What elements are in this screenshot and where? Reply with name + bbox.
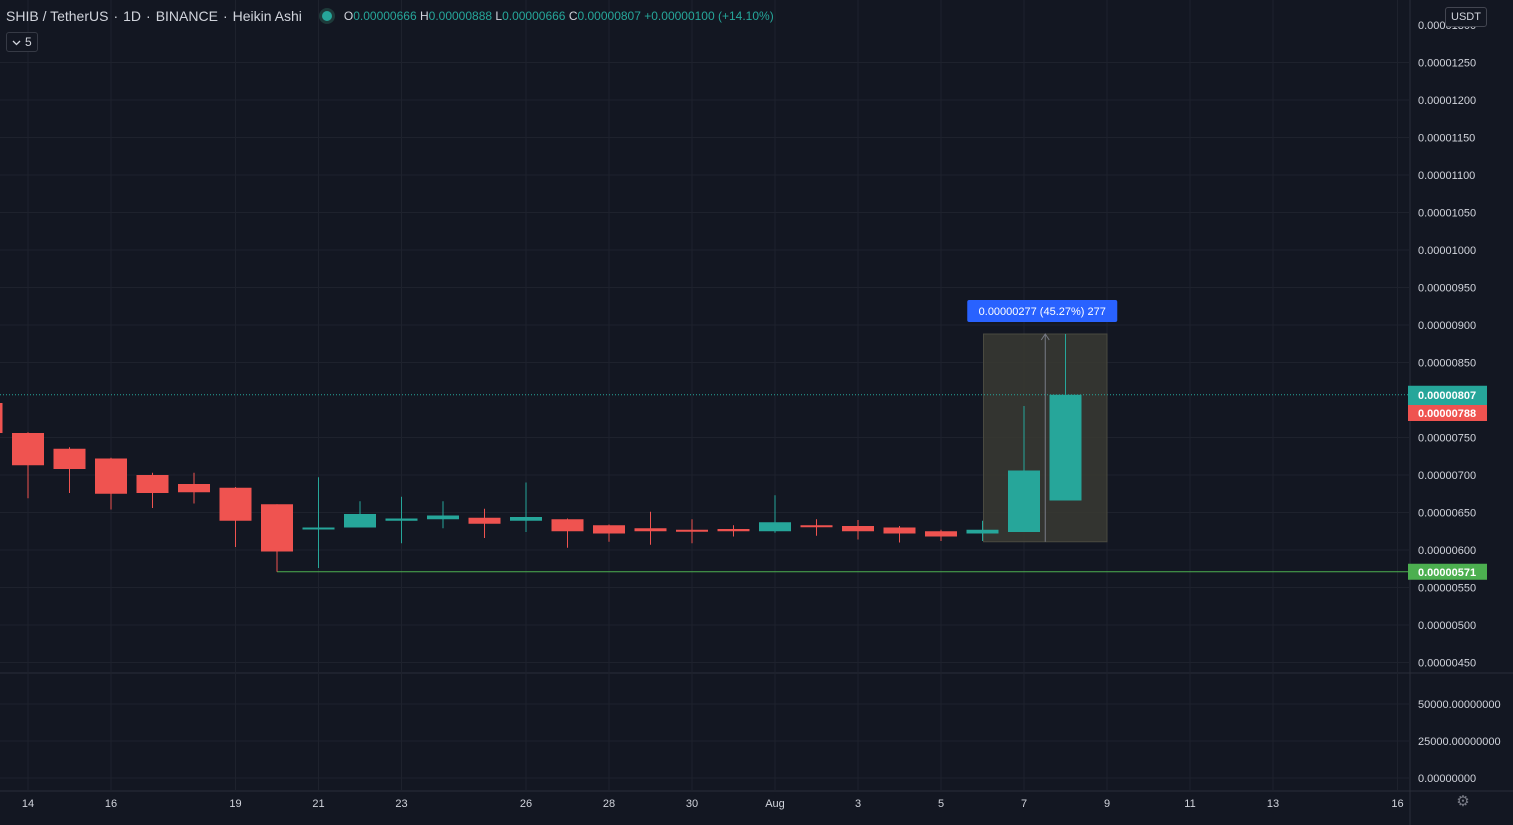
x-tick-label: 7 [1021, 798, 1027, 810]
close-label: C [568, 9, 578, 23]
candle-body [966, 529, 999, 534]
candle-body [759, 522, 791, 532]
indicator-toggle-button[interactable]: 5 [6, 32, 38, 52]
x-tick-label: 9 [1104, 798, 1110, 810]
measure-label: 0.00000277 (45.27%) 277 [979, 306, 1106, 318]
chart-style-label[interactable]: Heikin Ashi [232, 8, 302, 24]
low-value: 0.00000666 [502, 9, 566, 23]
x-tick-label: 28 [603, 798, 615, 810]
y-tick-label: 0.00000750 [1418, 433, 1476, 445]
current-price-label: 0.00000807 [1418, 390, 1476, 402]
candle-body [634, 528, 667, 532]
x-tick-label: 23 [395, 798, 407, 810]
x-tick-label: 14 [22, 798, 34, 810]
y-tick-label: 0.00001100 [1418, 170, 1475, 182]
y-tick-label: 0.00000500 [1418, 620, 1476, 632]
y-tick-label: 0.00001150 [1418, 133, 1475, 145]
x-tick-label: 13 [1267, 798, 1279, 810]
low-label: L [495, 9, 503, 23]
volume-tick-label: 0.00000000 [1418, 773, 1476, 785]
y-tick-label: 0.00001250 [1418, 58, 1476, 70]
measure-label-bg [967, 300, 1118, 322]
candle-body [219, 487, 252, 521]
candle-body [676, 529, 708, 532]
x-tick-label: 19 [229, 798, 241, 810]
indicator-toggle-label: 5 [25, 35, 32, 49]
high-value: 0.00000888 [428, 9, 493, 23]
candle-body [344, 514, 376, 528]
x-tick-label: 16 [1391, 798, 1403, 810]
chevron-down-icon [12, 40, 21, 45]
high-label: H [419, 9, 429, 23]
candle-body [551, 519, 584, 532]
x-tick-label: Aug [765, 798, 785, 810]
open-label: O [343, 9, 354, 23]
exchange-label: BINANCE [155, 8, 218, 24]
y-tick-label: 0.00000550 [1418, 583, 1476, 595]
candle-body [1049, 394, 1082, 501]
change-value: +0.00000100 (+14.10%) [644, 9, 774, 23]
x-tick-label: 30 [686, 798, 698, 810]
candle-body [0, 403, 3, 433]
candle-body [1008, 470, 1040, 532]
ohlc-values: O0.00000666 H0.00000888 L0.00000666 C0.0… [344, 9, 774, 23]
candle-body [95, 458, 127, 494]
currency-badge[interactable]: USDT [1445, 7, 1487, 27]
candle-body [593, 525, 625, 534]
open-value: 0.00000666 [353, 9, 417, 23]
measure-arrow-head [1040, 333, 1050, 341]
y-tick-label: 0.00001000 [1418, 245, 1476, 257]
symbol-header: SHIB / TetherUS · 1D · BINANCE · Heikin … [6, 8, 774, 24]
volume-tick-label: 50000.00000000 [1418, 699, 1501, 711]
x-tick-label: 16 [105, 798, 117, 810]
candle-body [468, 517, 501, 524]
x-tick-label: 26 [520, 798, 532, 810]
y-tick-label: 0.00000850 [1418, 358, 1476, 370]
candle-body [385, 518, 418, 521]
x-tick-label: 5 [938, 798, 944, 810]
candle-body [842, 526, 874, 532]
volume-tick-label: 25000.00000000 [1418, 736, 1501, 748]
prev-price-tag [1408, 405, 1487, 421]
y-tick-label: 0.00000650 [1418, 508, 1476, 520]
candle-body [53, 448, 86, 469]
x-tick-label: 3 [855, 798, 861, 810]
y-tick-label: 0.00000700 [1418, 470, 1476, 482]
candle-body [178, 484, 210, 493]
y-tick-label: 0.00001050 [1418, 208, 1476, 220]
y-tick-label: 0.00000950 [1418, 283, 1476, 295]
candle-body [12, 433, 44, 466]
y-tick-label: 0.00000450 [1418, 658, 1476, 670]
x-tick-label: 11 [1184, 798, 1195, 810]
candle-body [800, 525, 833, 528]
y-tick-label: 0.00001200 [1418, 95, 1476, 107]
x-tick-label: 21 [312, 798, 324, 810]
candle-body [136, 475, 169, 493]
candle-body [883, 527, 916, 534]
candle-body [302, 527, 335, 530]
candle-body [925, 531, 957, 537]
close-value: 0.00000807 [577, 9, 641, 23]
prev-price-label: 0.00000788 [1418, 408, 1476, 420]
support-price-tag [1408, 563, 1487, 580]
symbol-name[interactable]: SHIB / TetherUS [6, 8, 109, 24]
y-tick-label: 0.00000600 [1418, 545, 1476, 557]
live-dot-icon [321, 11, 332, 21]
support-price-label: 0.00000571 [1418, 567, 1476, 579]
interval-label[interactable]: 1D [123, 8, 142, 24]
candle-body [510, 517, 542, 521]
y-tick-label: 0.00000900 [1418, 320, 1476, 332]
candle-body [717, 529, 750, 532]
candle-body [427, 515, 459, 520]
candle-body [261, 504, 293, 552]
gear-icon[interactable]: ⚙ [1456, 793, 1470, 810]
